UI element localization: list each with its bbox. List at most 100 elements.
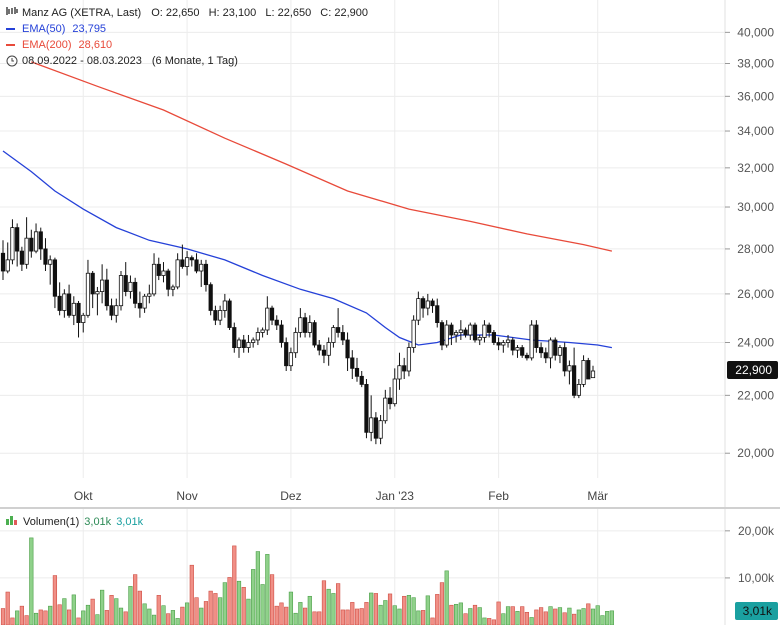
volume-bar	[572, 613, 577, 625]
candle-body	[482, 324, 487, 338]
volume-bar	[265, 554, 270, 625]
candle-body	[38, 231, 43, 250]
volume-bar	[279, 602, 284, 625]
candle-body	[454, 332, 459, 336]
chart-title: Manz AG (XETRA, Last)	[22, 7, 142, 19]
candle-body	[326, 342, 331, 356]
candle-body	[147, 293, 152, 297]
volume-bar	[109, 595, 114, 625]
volume-bar	[383, 600, 388, 625]
date-range-span: (6 Monate, 1 Tag)	[151, 55, 238, 67]
volume-bar	[312, 611, 317, 625]
volume-bar	[482, 617, 487, 625]
volume-bar	[543, 611, 548, 625]
ema200-legend[interactable]: EMA(200) 28,610	[6, 37, 368, 53]
ema50-label: EMA(50)	[22, 23, 66, 35]
volume-bar	[199, 607, 204, 625]
volume-bar	[364, 602, 369, 625]
volume-bar	[33, 612, 39, 625]
volume-bar	[24, 615, 29, 625]
volume-bar	[520, 606, 525, 625]
volume-bar	[255, 551, 260, 625]
candle-body	[420, 298, 426, 309]
candle-body	[90, 272, 95, 295]
candle-body	[336, 327, 341, 333]
price-tick-label: 22,000	[737, 388, 774, 402]
price-tick-label: 34,000	[737, 124, 774, 138]
candle-body	[166, 270, 171, 290]
volume-bar	[340, 609, 345, 625]
candle-body	[100, 279, 105, 292]
title-row: Manz AG (XETRA, Last) O: 22,650 H: 23,10…	[6, 5, 368, 21]
volume-bar	[15, 610, 20, 625]
volume-bar	[10, 617, 15, 625]
volume-bar	[85, 604, 91, 625]
volume-bar	[175, 618, 180, 625]
candle-body	[392, 378, 397, 405]
candle-body	[227, 300, 232, 328]
volume-icon	[6, 516, 18, 528]
candle-body	[416, 298, 421, 321]
candle-body	[430, 300, 435, 307]
volume-bar	[354, 608, 360, 625]
candle-body	[364, 384, 369, 433]
candle-body	[194, 259, 199, 272]
candle-body	[359, 375, 364, 385]
volume-bar	[487, 618, 492, 625]
volume-bar	[505, 606, 511, 625]
candle-body	[444, 324, 449, 346]
time-tick-label: Mär	[587, 489, 608, 503]
volume-bar	[251, 569, 256, 625]
volume-bar	[166, 613, 171, 625]
ohlc-values: O: 22,650 H: 23,100 L: 22,650 C: 22,900	[145, 5, 368, 21]
candle-body	[76, 302, 81, 324]
volume-bar	[222, 582, 227, 625]
candle-body	[572, 365, 577, 396]
candle-body	[538, 347, 544, 354]
candle-body	[208, 284, 213, 311]
candle-body	[477, 337, 482, 341]
candle-body	[180, 259, 185, 267]
y-axis-labels: 40,000 38,000 36,000 34,000 32,000 30,000 28,0…	[725, 25, 774, 460]
candle-body	[104, 279, 109, 307]
volume-bar	[529, 617, 534, 625]
volume-y-axis-labels: 10,00k 20,00k	[725, 524, 775, 585]
volume-bar	[71, 594, 76, 625]
candle-body	[236, 339, 242, 348]
volume-bar	[52, 575, 58, 625]
volume-bar	[416, 610, 421, 625]
candle-body	[331, 327, 336, 343]
volume-bar	[274, 605, 279, 625]
candle-body	[137, 302, 142, 309]
volume-bar	[600, 615, 605, 625]
candle-body	[109, 305, 114, 316]
candle-body	[43, 248, 48, 265]
candle-body	[232, 327, 237, 348]
price-tick-label: 32,000	[737, 161, 774, 175]
volume-bar	[567, 607, 572, 625]
time-tick-label: Okt	[74, 489, 93, 503]
candle-body	[369, 417, 374, 433]
volume-bar	[491, 619, 496, 625]
volume-bar	[118, 607, 124, 625]
volume-bar	[232, 545, 237, 625]
volume-bar	[161, 605, 166, 625]
volume-bar	[369, 592, 374, 625]
volume-bar	[317, 611, 322, 625]
volume-bar	[189, 564, 194, 625]
candle-body	[317, 344, 322, 351]
candle-body	[557, 347, 563, 356]
last-volume-tag: 3,01k	[734, 602, 778, 620]
volume-bar	[538, 607, 544, 625]
ema50-legend[interactable]: EMA(50) 23,795	[6, 21, 368, 37]
volume-bar	[590, 608, 596, 625]
price-tick-label: 30,000	[737, 200, 774, 214]
volume-bar	[284, 606, 289, 625]
candle-body	[345, 339, 350, 359]
volume-bar	[406, 595, 412, 625]
close-value: C: 22,900	[320, 7, 368, 19]
volume-bar	[397, 608, 402, 625]
volume-bar	[472, 604, 478, 625]
candle-body	[397, 365, 402, 380]
